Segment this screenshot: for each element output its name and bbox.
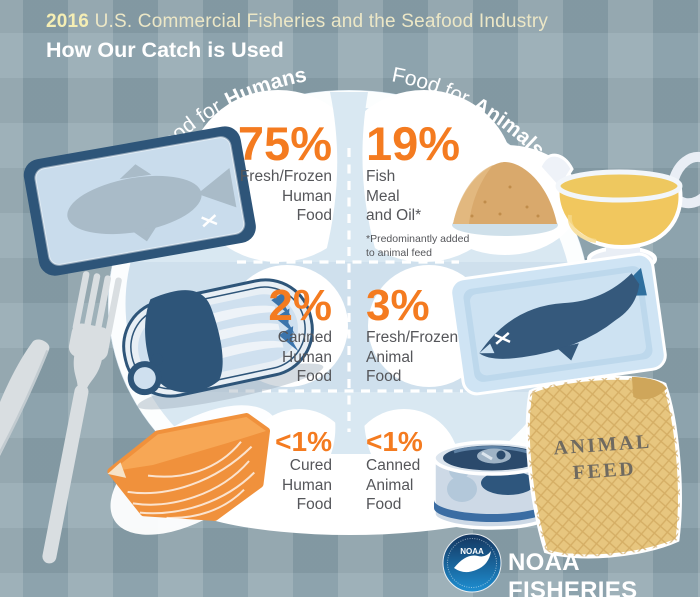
stat-label-line: and Oil*: [366, 207, 422, 224]
stat-fish-meal-oil: 19% Fish Meal and Oil*: [366, 120, 516, 226]
footnote: *Predominantly added to animal feed: [366, 233, 516, 260]
salmon-fillet-illustration: [107, 413, 271, 521]
fish-meal-illustration: [443, 162, 567, 243]
stat-label: Canned Human Food: [192, 328, 332, 387]
footnote-line: *Predominantly added: [366, 233, 470, 245]
bag-fold: [631, 376, 667, 400]
rolled-lid: [145, 290, 223, 393]
noaa-fisheries-wordmark: NOAA FISHERIES: [508, 549, 638, 597]
noaa-logo: NOAA: [442, 533, 502, 593]
footnote-line: to animal feed: [366, 246, 432, 259]
animal-feed-bag-illustration: ANIMAL FEED: [523, 373, 685, 561]
frozen-fish-package-illustration: [23, 126, 256, 276]
stat-value: 2%: [268, 281, 332, 330]
stat-label-line: Fresh/Frozen: [239, 168, 332, 185]
stat-value: <1%: [366, 426, 423, 457]
stat-canned-animal: <1% Canned Animal Food: [366, 428, 506, 515]
sardine-can-illustration: [122, 278, 324, 410]
fish-silhouette: [479, 267, 647, 361]
page-title: 2016 U.S. Commercial Fisheries and the S…: [46, 11, 548, 33]
fish-tray-illustration: [449, 252, 667, 396]
stat-canned-human: 2% Canned Human Food: [192, 284, 332, 387]
stat-label-line: Cured: [289, 457, 332, 474]
stat-label-line: Fish: [366, 168, 396, 185]
stat-label-line: Food: [366, 368, 402, 385]
stat-label-line: Human: [282, 348, 332, 366]
stat-label: Fresh/Frozen Human Food: [192, 167, 332, 226]
stat-label-line: Food: [296, 207, 332, 224]
stat-value: 19%: [366, 117, 461, 170]
stat-label-line: Food: [296, 496, 332, 513]
can-key: [127, 361, 162, 396]
stat-label-line: Canned: [366, 457, 421, 474]
stat-label-line: Canned: [277, 329, 332, 346]
title-rest: U.S. Commercial Fisheries and the Seafoo…: [94, 11, 549, 32]
fillet-striations: [127, 441, 255, 519]
stat-fresh-frozen-animal: 3% Fresh/Frozen Animal Food: [366, 284, 526, 387]
section-dividers: [229, 148, 463, 432]
stat-label: Fresh/Frozen Animal Food: [366, 328, 526, 387]
fish-silhouette: [67, 164, 237, 242]
page-subtitle: How Our Catch is Used: [46, 38, 284, 62]
fork-illustration: [42, 271, 122, 564]
stat-label: Cured Human Food: [192, 456, 332, 515]
stat-label-line: Human: [282, 476, 332, 494]
stat-value: 75%: [237, 117, 332, 170]
pull-tab: [477, 448, 511, 464]
stat-label: Canned Animal Food: [366, 456, 506, 515]
meal-texture: [470, 185, 540, 218]
stat-value: <1%: [275, 426, 332, 457]
stat-value: 3%: [366, 281, 430, 330]
stat-label-line: Food: [366, 496, 402, 513]
stat-label-line: Animal: [366, 476, 414, 494]
stat-label-line: Animal: [366, 348, 414, 366]
stat-label-line: Fresh/Frozen: [366, 329, 459, 346]
sparkle-icon: [494, 331, 511, 345]
burlap-texture: [523, 373, 685, 561]
stat-label-line: Human: [282, 187, 332, 205]
header: 2016 U.S. Commercial Fisheries and the S…: [46, 11, 548, 63]
stat-label-line: Food: [296, 368, 332, 385]
knife-illustration: [0, 339, 50, 469]
stat-label: Fish Meal and Oil*: [366, 167, 516, 226]
seagull-icon: [454, 551, 491, 573]
seal-noaa-text: NOAA: [460, 547, 484, 556]
sparkle-icon: [201, 214, 218, 228]
feed-bag-text-line2: FEED: [572, 458, 637, 484]
stat-label-line: Meal: [366, 187, 400, 205]
stat-cured-human: <1% Cured Human Food: [192, 428, 332, 515]
handle: [669, 151, 700, 209]
stat-fresh-frozen-human: 75% Fresh/Frozen Human Food: [192, 120, 332, 226]
title-year: 2016: [46, 11, 90, 32]
seal-ring-text: [447, 538, 497, 588]
